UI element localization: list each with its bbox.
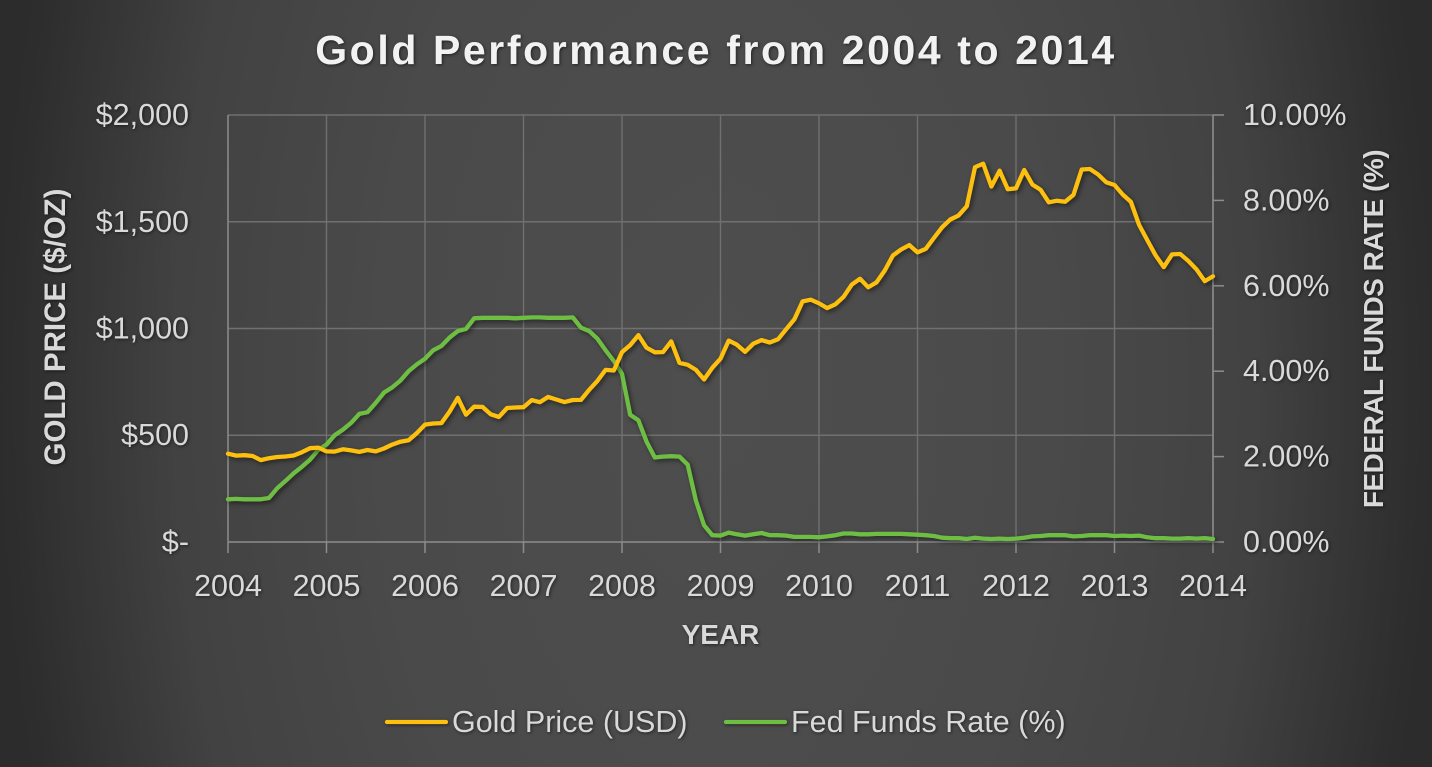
svg-text:2007: 2007	[490, 569, 558, 603]
svg-text:2.00%: 2.00%	[1243, 440, 1329, 474]
svg-text:2009: 2009	[687, 569, 755, 603]
svg-text:8.00%: 8.00%	[1243, 183, 1329, 217]
svg-text:YEAR: YEAR	[682, 619, 760, 650]
svg-text:2006: 2006	[391, 569, 459, 603]
svg-text:0.00%: 0.00%	[1243, 525, 1329, 559]
svg-text:2010: 2010	[785, 569, 853, 603]
svg-text:$1,000: $1,000	[96, 312, 189, 346]
svg-text:2005: 2005	[293, 569, 361, 603]
svg-text:4.00%: 4.00%	[1243, 354, 1329, 388]
svg-text:GOLD PRICE ($/OZ): GOLD PRICE ($/OZ)	[39, 189, 72, 466]
svg-text:Fed Funds Rate (%): Fed Funds Rate (%)	[791, 705, 1066, 739]
svg-text:FEDERAL FUNDS RATE (%): FEDERAL FUNDS RATE (%)	[1358, 150, 1389, 508]
svg-text:2013: 2013	[1081, 569, 1149, 603]
svg-text:2008: 2008	[588, 569, 656, 603]
svg-text:$-: $-	[162, 525, 189, 559]
svg-text:Gold Price (USD): Gold Price (USD)	[452, 705, 688, 739]
svg-text:$1,500: $1,500	[96, 205, 189, 239]
svg-text:$500: $500	[121, 418, 189, 452]
svg-text:$2,000: $2,000	[96, 98, 189, 132]
svg-text:2004: 2004	[194, 569, 262, 603]
svg-text:2014: 2014	[1179, 569, 1247, 603]
svg-text:6.00%: 6.00%	[1243, 269, 1329, 303]
svg-text:10.00%: 10.00%	[1243, 98, 1346, 132]
svg-text:Gold Performance from 2004 to: Gold Performance from 2004 to 2014	[315, 27, 1117, 73]
svg-text:2011: 2011	[885, 569, 951, 603]
svg-text:2012: 2012	[982, 569, 1050, 603]
